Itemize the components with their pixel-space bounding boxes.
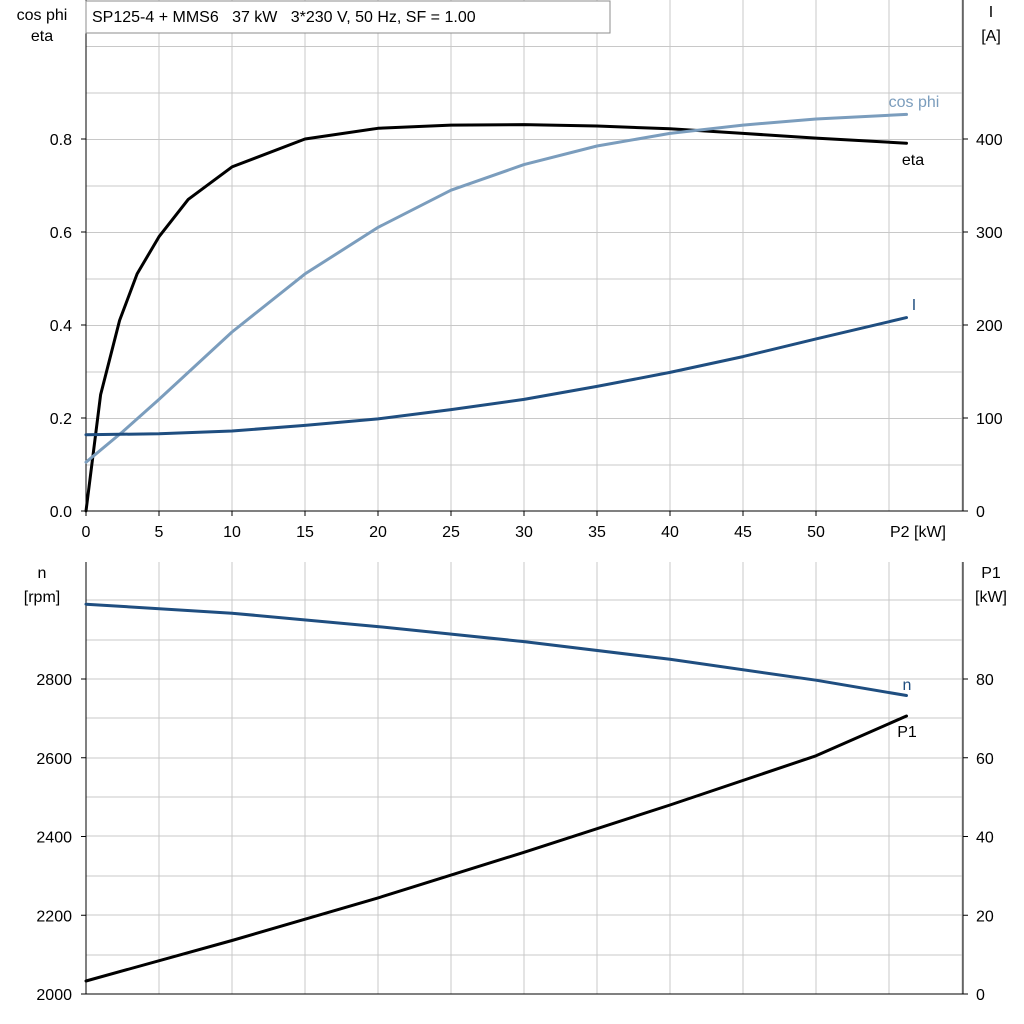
bottom-chart-panel: 2000 2200 2400 2600 2800 0 20 40 60 80 n [rpm] P1 [kW… (24, 562, 1007, 1004)
x-tick-label: 45 (734, 524, 752, 541)
top-right-axis-title: I (989, 4, 993, 21)
top-right-tick-label: 100 (976, 411, 1003, 428)
top-right-tick-label: 0 (976, 504, 985, 521)
top-left-tick-label: 0.6 (50, 225, 72, 242)
bottom-right-tick-label: 0 (976, 987, 985, 1004)
bottom-left-tick-label: 2800 (36, 672, 72, 689)
top-left-tick-label: 0.8 (50, 132, 72, 149)
top-left-tick-label: 0.2 (50, 411, 72, 428)
bottom-left-tick-label: 2600 (36, 751, 72, 768)
series-label-P1: P1 (897, 724, 917, 741)
bottom-right-axis-title: P1 (981, 565, 1001, 582)
top-right-tick-label: 200 (976, 318, 1003, 335)
x-tick-label: 40 (661, 524, 679, 541)
top-left-axis-title: eta (31, 28, 53, 45)
x-tick-label: 25 (442, 524, 460, 541)
x-tick-label: 15 (296, 524, 314, 541)
bottom-right-axis-title: [kW] (975, 589, 1007, 606)
series-line-I (84, 316, 908, 437)
bottom-left-tick-label: 2400 (36, 830, 72, 847)
x-tick-label: 5 (155, 524, 164, 541)
series-line-eta (84, 123, 908, 513)
x-tick-label: 50 (807, 524, 825, 541)
header-box: SP125-4 + MMS6 37 kW 3*230 V, 50 Hz, SF … (85, 0, 611, 34)
top-right-tick-label: 300 (976, 225, 1003, 242)
series-label-cos-phi: cos phi (889, 94, 940, 111)
series-line-P1 (84, 714, 908, 983)
bottom-right-tick-label: 40 (976, 830, 994, 847)
x-axis-title: P2 [kW] (890, 524, 946, 541)
x-tick-label: 35 (588, 524, 606, 541)
bottom-left-tick-label: 2000 (36, 987, 72, 1004)
chart-header-title: SP125-4 + MMS6 37 kW 3*230 V, 50 Hz, SF … (92, 9, 476, 26)
x-tick-label: 10 (223, 524, 241, 541)
top-left-tick-label: 0.0 (50, 504, 72, 521)
bottom-right-tick-label: 60 (976, 751, 994, 768)
series-label-I: I (912, 297, 916, 314)
x-tick-label: 30 (515, 524, 533, 541)
series-label-n: n (903, 677, 912, 694)
top-right-axis-title: [A] (981, 28, 1001, 45)
bottom-left-axis-title: [rpm] (24, 589, 60, 606)
series-line-cos-phi (84, 112, 908, 464)
bottom-left-axis-title: n (38, 565, 47, 582)
series-line-n (84, 602, 908, 697)
bottom-right-tick-label: 20 (976, 908, 994, 925)
series-label-eta: eta (902, 152, 924, 169)
top-right-tick-label: 400 (976, 132, 1003, 149)
x-tick-label: 20 (369, 524, 387, 541)
bottom-right-tick-label: 80 (976, 672, 994, 689)
top-left-tick-label: 0.4 (50, 318, 72, 335)
x-tick-label: 0 (82, 524, 91, 541)
top-left-axis-title: cos phi (17, 7, 68, 24)
bottom-left-tick-label: 2200 (36, 908, 72, 925)
